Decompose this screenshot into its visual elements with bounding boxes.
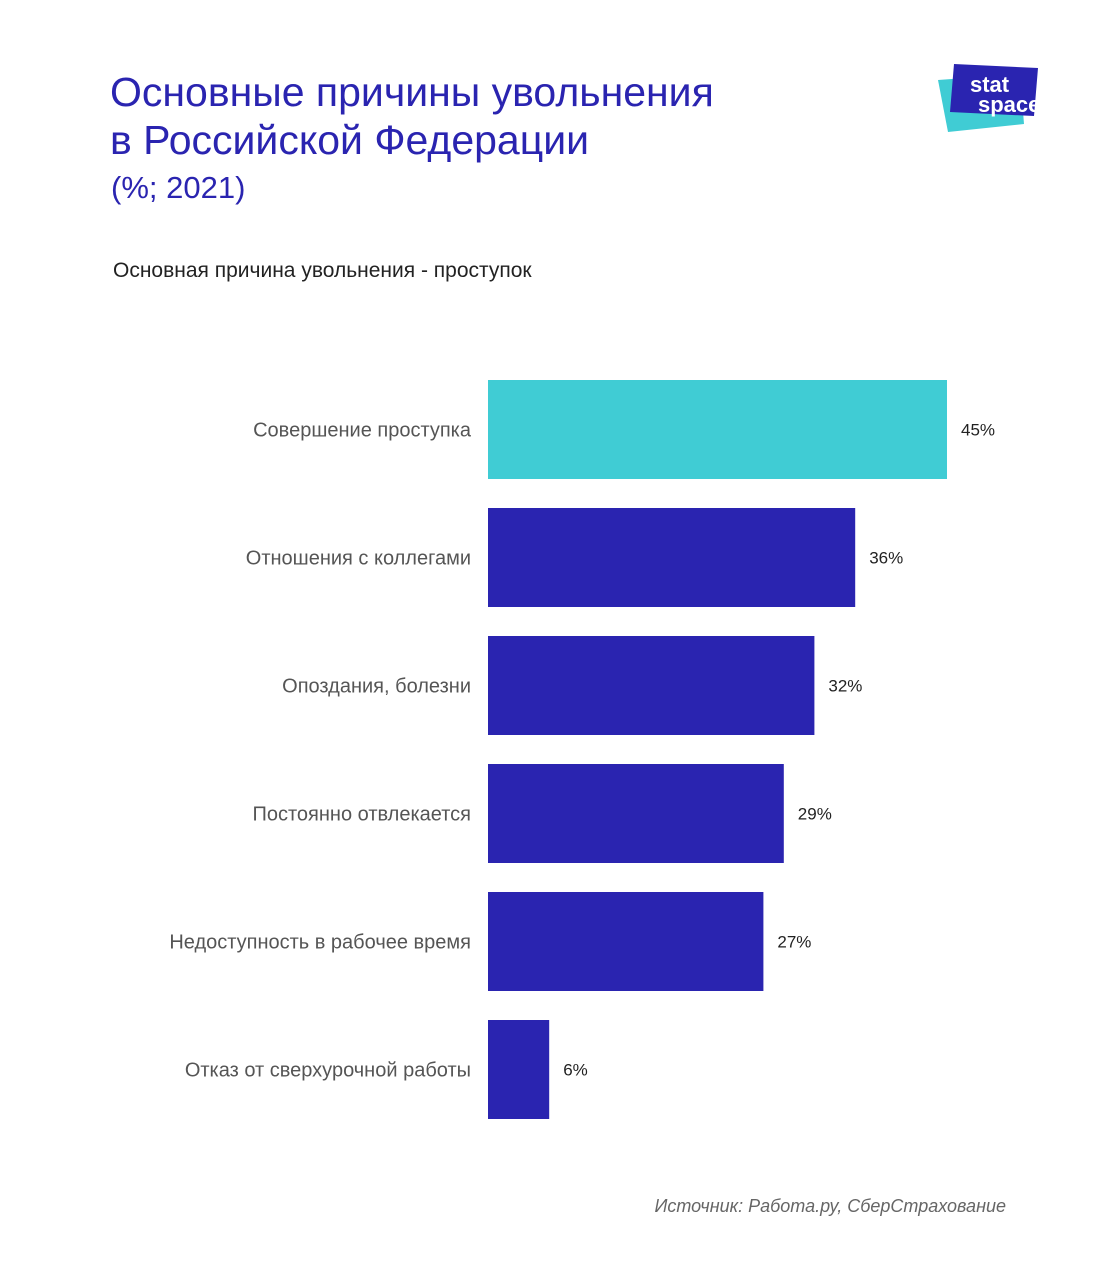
value-label-1: 45%: [961, 421, 995, 440]
bar-6: [488, 1020, 550, 1119]
category-label-1: Совершение проступка: [253, 420, 472, 442]
statspace-logo: stat space: [934, 58, 1074, 138]
category-label-4: Постоянно отвлекается: [253, 804, 472, 826]
title-line-2: в Российской Федерации: [110, 117, 590, 163]
category-label-6: Отказ от сверхурочной работы: [185, 1060, 471, 1082]
bar-3: [488, 636, 815, 735]
value-label-2: 36%: [869, 549, 903, 568]
subtitle: (%; 2021): [111, 170, 246, 205]
value-label-4: 29%: [798, 805, 832, 824]
logo-front-shape: [950, 64, 1038, 116]
statspace-logo-mark: stat space: [938, 64, 1040, 132]
value-label-3: 32%: [828, 677, 862, 696]
bar-5: [488, 892, 764, 991]
title-line-1: Основные причины увольнения: [110, 69, 714, 115]
value-label-5: 27%: [777, 933, 811, 952]
bar-2: [488, 508, 856, 607]
category-label-3: Опоздания, болезни: [282, 676, 471, 698]
category-label-2: Отношения с коллегами: [246, 548, 471, 570]
category-label-5: Недоступность в рабочее время: [169, 932, 471, 954]
page-title: Основные причины увольнения в Российской…: [110, 68, 910, 164]
logo-text-space: space: [978, 92, 1040, 117]
bar-1: [488, 380, 947, 479]
value-label-6: 6%: [563, 1061, 588, 1080]
chart-title: Основная причина увольнения - проступок: [113, 259, 532, 282]
logo-text-stat: stat: [970, 72, 1010, 97]
bar-4: [488, 764, 784, 863]
source-note: Источник: Работа.ру, СберСтрахование: [654, 1196, 1006, 1216]
